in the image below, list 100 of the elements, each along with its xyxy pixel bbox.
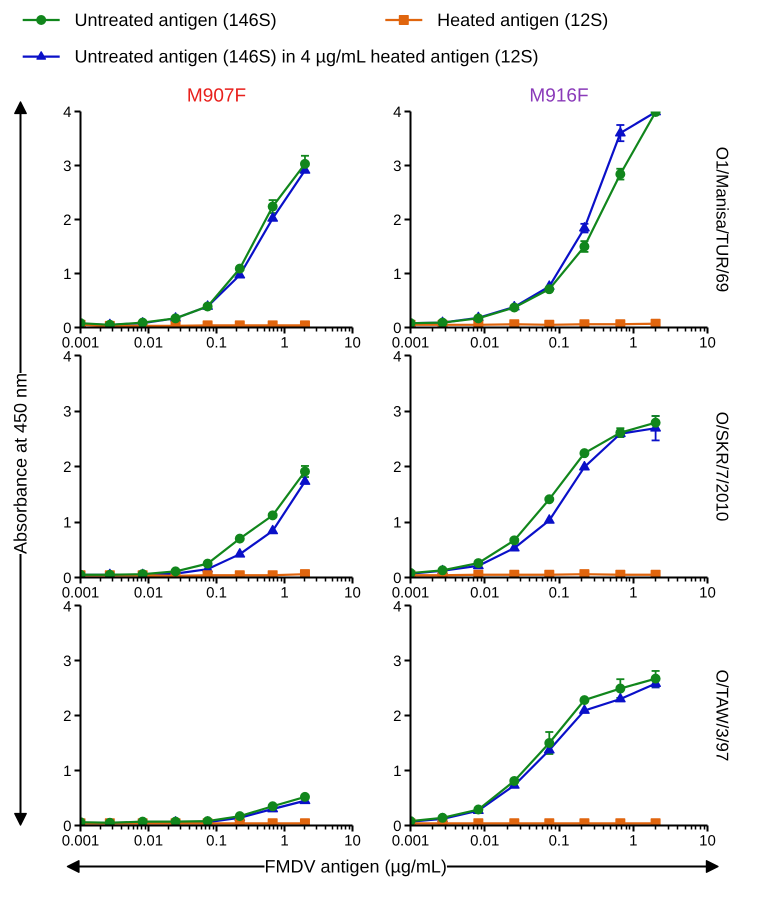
y-tick-label: 3 [63,404,72,420]
y-axis-title: Absorbance at 450 nm [10,372,30,554]
x-tick-label: 0.1 [206,832,227,850]
y-tick-label: 2 [393,708,402,725]
chart-title: M916F [529,86,589,106]
point [268,202,278,212]
y-tick-label: 0 [393,320,402,337]
x-tick-label: 0.1 [548,584,570,602]
legend-label: Untreated antigen (146S) [74,10,277,30]
point [544,284,554,294]
x-tick-label: 1 [280,584,289,602]
point [650,418,661,428]
point [579,569,590,578]
y2-axis-title: O/TAW/3/97 [712,670,732,762]
y-tick-label: 3 [63,158,72,175]
y-tick-label: 1 [63,514,72,532]
point [267,524,278,534]
point [650,570,661,578]
y2-axis-title: O1/Manisa/TUR/69 [712,146,732,292]
point [615,684,626,694]
x-tick-label: 0.001 [62,584,100,602]
y-tick-label: 3 [393,404,402,420]
y-tick-label: 3 [393,653,402,670]
point [234,264,245,274]
point [615,570,626,578]
point [578,460,590,470]
x-tick-label: 10 [344,334,361,352]
x-tick-label: 1 [629,334,638,352]
point [509,570,520,578]
y-tick-label: 0 [393,818,402,835]
point [578,704,590,714]
y-tick-label: 1 [393,266,402,283]
x-tick-label: 10 [699,334,716,352]
x-tick-label: 0.01 [470,584,500,602]
y-tick-label: 0 [63,570,72,587]
chart-title: M907F [186,86,246,106]
y-tick-label: 4 [393,348,402,366]
x-tick-label: 0.001 [392,832,430,850]
x-tick-label: 0.01 [134,584,164,602]
point [473,570,484,578]
y-tick-label: 4 [63,348,72,366]
x-tick-label: 0.1 [548,334,570,352]
point [267,212,278,222]
y2-axis-title: O/SKR/7/2010 [712,412,732,522]
x-tick-label: 10 [344,832,361,850]
point [202,558,213,569]
point [614,692,626,702]
x-tick-label: 0.01 [134,334,164,352]
x-tick-label: 10 [699,832,716,850]
point [579,448,590,458]
x-tick-label: 0.001 [392,584,430,602]
x-tick-label: 0.001 [392,334,430,352]
y-tick-label: 4 [393,598,402,616]
y-tick-label: 1 [393,514,402,532]
point [234,534,245,544]
point [544,494,554,504]
x-tick-label: 1 [280,832,289,850]
point [299,475,310,485]
x-tick-label: 0.1 [206,334,227,352]
point [234,548,246,558]
point [544,738,554,748]
y-tick-label: 0 [393,570,402,587]
y-tick-label: 1 [63,763,72,780]
y-tick-label: 4 [63,104,72,121]
point [650,674,661,684]
x-tick-label: 10 [699,584,716,602]
x-tick-label: 1 [629,584,638,602]
y-tick-label: 4 [393,104,402,121]
point [509,535,520,546]
point [509,776,520,786]
x-tick-label: 0.01 [470,334,500,352]
y-tick-label: 1 [63,266,72,283]
x-tick-label: 1 [629,832,638,850]
point [268,510,278,520]
x-tick-label: 0.001 [62,334,100,352]
x-tick-label: 0.1 [548,832,570,850]
y-tick-label: 0 [63,320,72,337]
point [544,570,554,578]
y-tick-label: 2 [393,459,402,476]
y-tick-label: 3 [63,653,72,670]
y-tick-label: 2 [63,459,72,476]
x-tick-label: 1 [280,334,289,352]
x-tick-label: 0.1 [206,584,227,602]
point [509,302,520,313]
x-tick-label: 0.01 [134,832,164,850]
point [300,158,310,169]
y-tick-label: 0 [63,818,72,835]
x-tick-label: 0.01 [470,832,500,850]
y-tick-label: 4 [63,598,72,616]
y-tick-label: 2 [63,212,72,229]
x-tick-label: 10 [344,584,361,602]
y-tick-label: 3 [393,158,402,175]
y-tick-label: 1 [393,763,402,780]
x-axis-title: FMDV antigen (µg/mL) [264,856,447,876]
y-tick-label: 2 [63,708,72,725]
y-tick-label: 2 [393,212,402,229]
point [650,318,661,328]
point [579,695,590,706]
legend-label: Heated antigen (12S) [437,10,608,30]
point [544,514,555,524]
